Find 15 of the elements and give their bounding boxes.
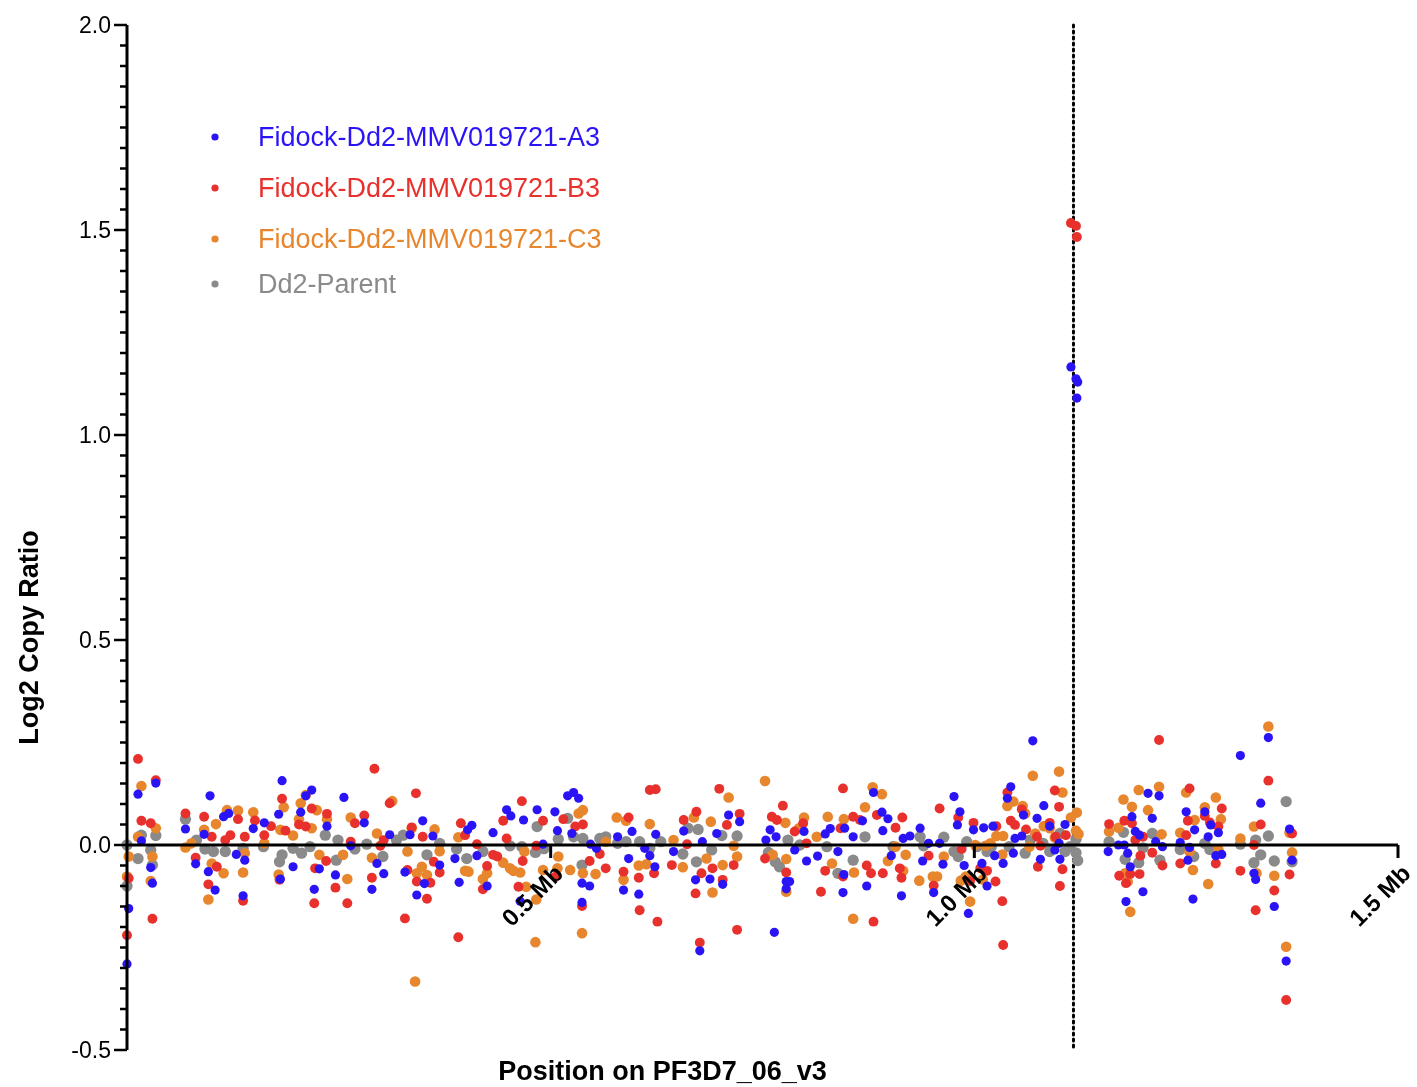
y-tick-label: 2.0 (79, 12, 111, 39)
y-tick-label: -0.5 (71, 1037, 111, 1064)
y-axis-title: Log2 Copy Ratio (14, 530, 44, 745)
x-tick-label: 0.5 Mb (496, 859, 569, 932)
legend-label: Fidock-Dd2-MMV019721-C3 (258, 224, 602, 255)
x-axis-title: Position on PF3D7_06_v3 (498, 1056, 827, 1086)
legend-label: Fidock-Dd2-MMV019721-A3 (258, 122, 601, 153)
y-tick-label: 0.0 (79, 832, 111, 859)
legend-label: Dd2-Parent (258, 269, 397, 300)
y-tick-label: 0.5 (79, 627, 111, 654)
y-tick-label: 1.0 (79, 422, 111, 449)
legend-label: Fidock-Dd2-MMV019721-B3 (258, 173, 601, 204)
x-tick-label: 1.5 Mb (1343, 859, 1416, 932)
x-tick-label: 1.0 Mb (919, 859, 992, 932)
y-tick-label: 1.5 (79, 217, 111, 244)
